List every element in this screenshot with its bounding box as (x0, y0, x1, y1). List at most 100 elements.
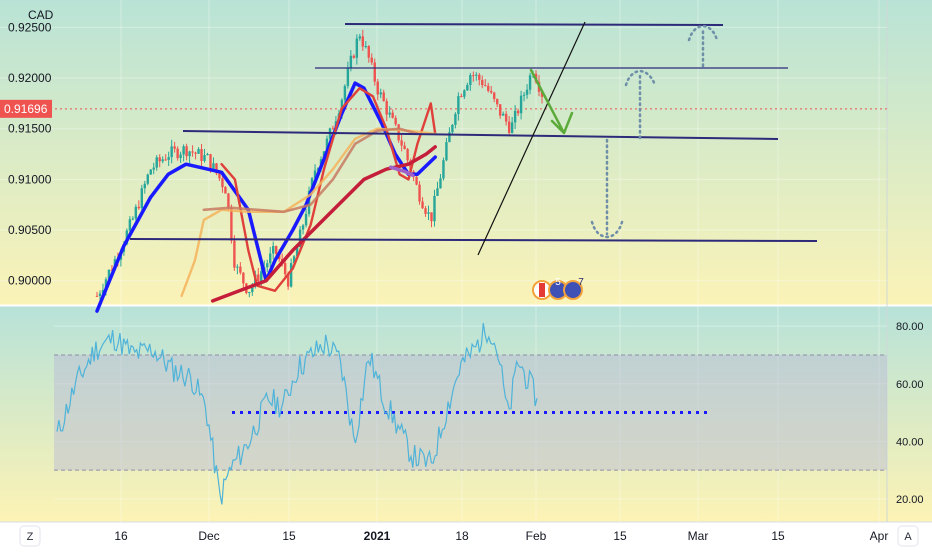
current-price-label: 0.91696 (4, 102, 48, 116)
goto-button[interactable] (19, 525, 41, 547)
resistance-line-top[interactable] (344, 23, 724, 26)
candle-body (194, 152, 197, 154)
dotted-arrow-1[interactable] (590, 138, 624, 239)
time-tick-label: 18 (455, 529, 469, 543)
time-tick-label: Feb (526, 529, 547, 543)
candle-body (346, 68, 350, 86)
rsi-band (54, 354, 887, 471)
candle-body (472, 75, 475, 77)
candle-body (152, 167, 155, 170)
candle-body (454, 113, 457, 125)
candle-body (361, 36, 365, 47)
support-line-low[interactable] (129, 238, 818, 242)
candle-body (442, 160, 445, 179)
candle-body (367, 46, 370, 58)
green-down-arrow[interactable] (529, 68, 574, 135)
candle-body (388, 112, 391, 115)
candle-body (161, 159, 164, 162)
candle-body (540, 91, 544, 97)
candle-body (197, 149, 200, 154)
candle-body (131, 218, 135, 220)
candle-body (418, 184, 421, 202)
time-scale[interactable]: 16 Dec 15 2021 18 Feb 15 Mar 15 Apr (114, 529, 888, 543)
candle-body (501, 113, 505, 116)
candle-body (415, 176, 418, 185)
rsi-scale[interactable]: 80.00 60.00 40.00 20.00 (896, 321, 924, 506)
time-tick-label: 15 (771, 529, 785, 543)
candle-body (463, 90, 466, 97)
candle-body (218, 173, 221, 179)
candle-body (227, 193, 230, 208)
candle-body (510, 122, 514, 133)
candle-body (400, 140, 403, 146)
candle-body (269, 253, 272, 264)
symbol-label: CAD (28, 8, 54, 22)
candle-body (239, 266, 242, 273)
candle-body (394, 117, 397, 125)
price-tick-label: 0.92000 (8, 71, 52, 85)
candle-body (295, 247, 299, 257)
dotted-arrow-2[interactable] (624, 69, 657, 140)
rsi-line (56, 323, 538, 505)
candle-body (134, 206, 138, 219)
time-axis[interactable] (0, 522, 932, 550)
candle-body (143, 183, 146, 189)
candle-body (343, 85, 347, 100)
candle-body (137, 206, 141, 209)
candle-body (349, 55, 353, 69)
candle-body (286, 274, 290, 287)
candle-body (475, 74, 478, 76)
candle-body (230, 207, 233, 241)
candle-body (95, 295, 99, 297)
candle-body (298, 229, 302, 248)
candle-body (460, 96, 463, 98)
price-tick-label: 0.90500 (8, 223, 52, 237)
candle-body (101, 289, 105, 294)
moving-average-series (95, 81, 437, 313)
candle-body (490, 90, 493, 93)
candle-body (525, 89, 529, 95)
candle-body (528, 75, 532, 90)
candle-body (522, 94, 526, 96)
price-tick-label: 0.92500 (8, 20, 52, 34)
event-badge-5-label: 5 (555, 277, 561, 288)
candle-body (397, 124, 400, 141)
candle-body (242, 272, 245, 284)
canada-flag-icon-band (539, 283, 545, 297)
trendline[interactable] (477, 21, 586, 256)
candle-body (155, 157, 158, 168)
event-badge-7[interactable] (563, 280, 583, 300)
price-scale[interactable]: 0.92500 0.92000 0.91500 0.91000 0.90500 0.900… (8, 20, 52, 287)
candle-body (185, 146, 188, 157)
candle-body (313, 170, 317, 179)
price-pane[interactable] (0, 0, 932, 305)
event-badges[interactable]: 5 7 (532, 277, 584, 300)
vertical-gridlines (120, 0, 880, 522)
candle-body (158, 157, 161, 162)
candle-body (466, 85, 469, 91)
goto-button-label: Z (27, 531, 34, 543)
candle-body (457, 96, 460, 114)
candle-body (427, 212, 430, 214)
candle-body (504, 113, 508, 122)
candle-body (233, 240, 236, 268)
time-tick-label: 15 (613, 529, 627, 543)
candle-body (215, 163, 218, 174)
candle-body (481, 79, 484, 86)
candle-body (191, 151, 194, 153)
candle-body (513, 110, 517, 123)
candle-body (176, 148, 179, 159)
candle-body (519, 95, 523, 114)
support-line-mid[interactable] (182, 130, 779, 140)
auto-scale-button[interactable] (897, 525, 919, 547)
price-tick-label: 0.91000 (8, 172, 52, 186)
time-tick-label: Apr (870, 529, 889, 543)
chart-drawings[interactable] (129, 21, 818, 256)
candle-body (307, 190, 311, 214)
candle-body (304, 213, 308, 226)
candle-body (493, 92, 496, 99)
candle-body (301, 225, 305, 230)
dotted-arrow-3[interactable] (687, 24, 719, 68)
